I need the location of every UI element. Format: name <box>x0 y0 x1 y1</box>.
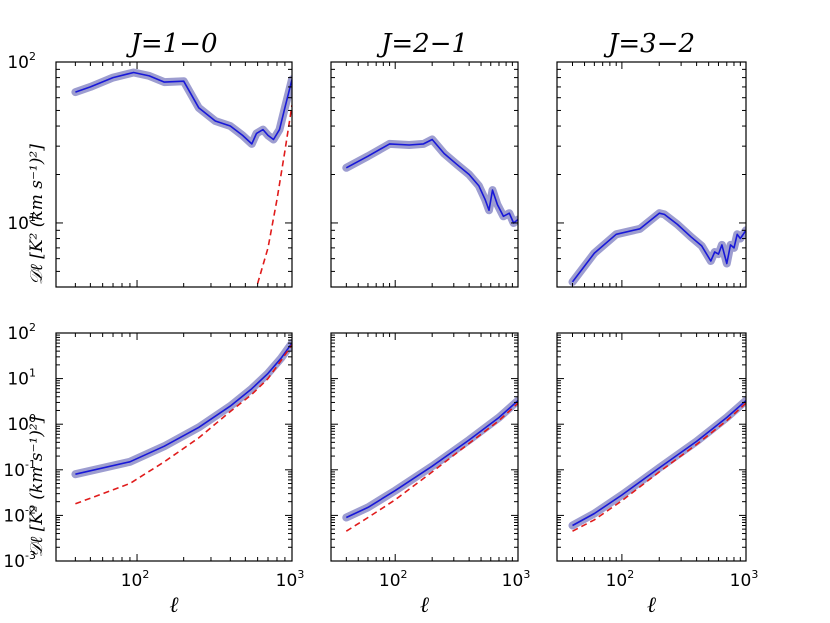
x-axis-label: ℓ <box>420 593 430 618</box>
panel-frame <box>330 332 519 562</box>
measured-series-line <box>571 212 746 283</box>
model-series-line <box>572 402 746 532</box>
x-tick-label: 103 <box>730 568 759 591</box>
panel-title: J=1−0 <box>125 29 217 59</box>
measured-series-line <box>75 71 292 145</box>
panel-plot-area <box>568 209 746 286</box>
panel-frame <box>55 332 293 562</box>
measured-uncertainty-band <box>71 68 292 148</box>
y-tick-label: 10-3 <box>3 549 36 572</box>
measured-uncertainty-band <box>71 339 292 479</box>
y-tick-label: 102 <box>7 50 36 73</box>
x-tick-label: 103 <box>276 568 305 591</box>
panel-title: J=2−1 <box>376 29 468 59</box>
y-axis-label: 𝒟ℓ [K² (km s⁻¹)²] <box>27 144 47 285</box>
x-tick-label: 103 <box>502 568 531 591</box>
measured-uncertainty-band <box>342 396 518 522</box>
model-series-line <box>75 344 292 505</box>
y-tick-label: 101 <box>7 367 36 390</box>
y-tick-label: 102 <box>7 321 36 344</box>
panel-plot-area <box>342 135 518 227</box>
measured-uncertainty-band <box>568 396 746 530</box>
panel-frame <box>556 332 747 562</box>
x-tick-label: 102 <box>379 568 408 591</box>
panel-frame <box>330 61 519 288</box>
panel-plot-area <box>342 396 518 532</box>
measured-series-line <box>75 342 292 475</box>
x-tick-label: 102 <box>121 568 150 591</box>
model-series-line <box>256 104 292 284</box>
x-axis-label: ℓ <box>647 593 657 618</box>
measured-series-line <box>572 399 746 527</box>
y-tick-label: 10-1 <box>3 458 36 481</box>
panel-plot-area <box>71 68 292 284</box>
y-tick-label: 10-2 <box>3 503 36 526</box>
panel-plot-area <box>71 339 292 505</box>
x-tick-label: 102 <box>606 568 635 591</box>
measured-uncertainty-band <box>568 209 746 286</box>
model-series-line <box>345 402 518 532</box>
measured-uncertainty-band <box>342 135 518 227</box>
y-tick-label: 100 <box>7 412 36 435</box>
panel-title: J=3−2 <box>603 29 695 59</box>
y-axis-label: 𝒟ℓ [K² (km s⁻¹)²] <box>27 416 47 557</box>
measured-series-line <box>345 400 518 519</box>
x-axis-label: ℓ <box>169 593 179 618</box>
panel-plot-area <box>568 396 746 532</box>
y-tick-label: 101 <box>7 211 36 234</box>
measured-series-line <box>345 138 518 224</box>
panel-frame <box>55 61 293 288</box>
